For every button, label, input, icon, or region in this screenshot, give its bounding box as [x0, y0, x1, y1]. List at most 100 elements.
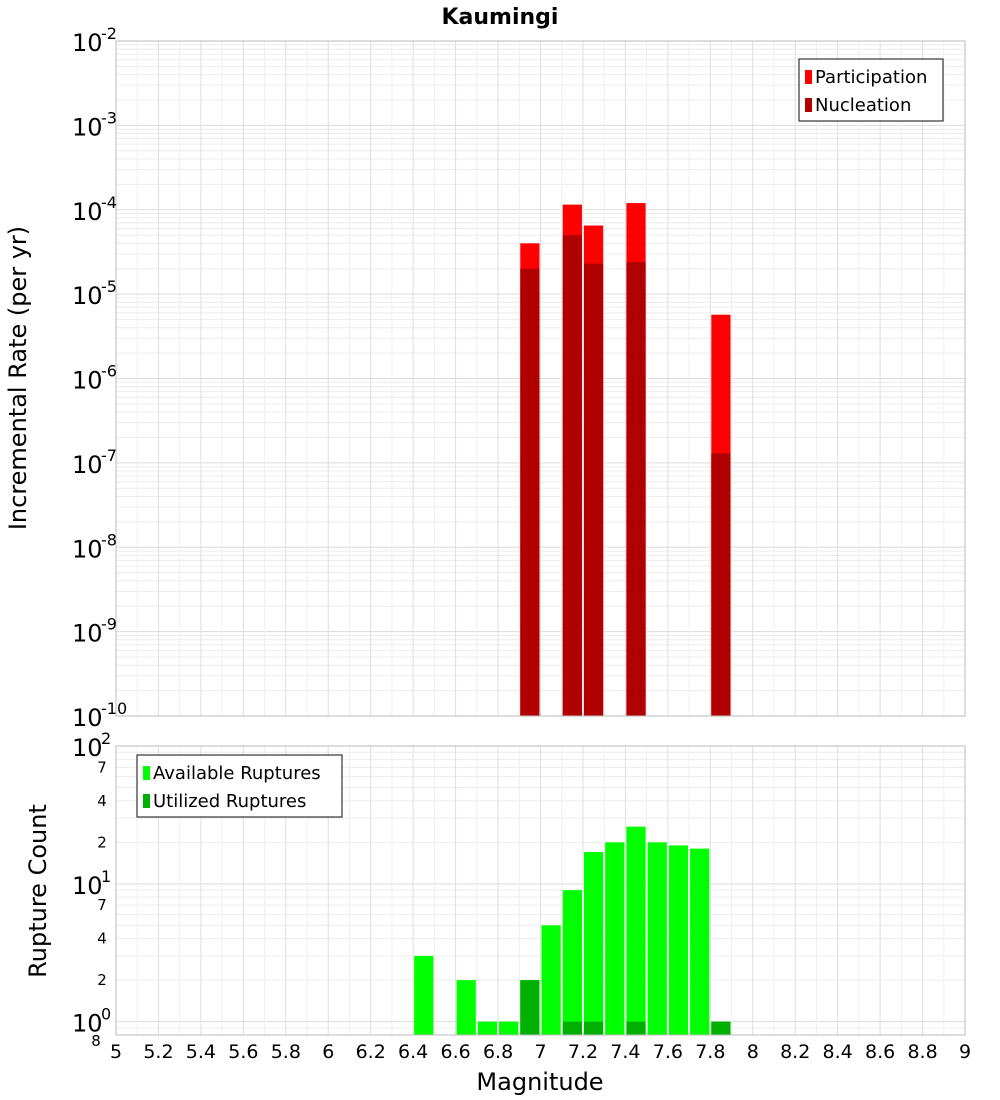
top-y-axis-label: Incremental Rate (per yr): [4, 226, 32, 530]
bar-available-ruptures: [668, 845, 689, 1035]
x-tick-label: 5.6: [228, 1041, 258, 1063]
bar-nucleation: [711, 453, 731, 716]
top-legend: Participation Nucleation: [798, 58, 944, 122]
bar-available-ruptures: [626, 826, 646, 1035]
top-plot-frame: [115, 40, 966, 717]
bar-available-ruptures: [456, 980, 476, 1035]
x-tick-label: 6: [322, 1041, 334, 1063]
top-y-tick-labels: 10-210-310-410-510-610-710-810-910-10: [72, 24, 127, 732]
bar-available-ruptures: [690, 848, 710, 1035]
y-tick-exponent: -7: [101, 446, 117, 465]
y-tick-label: 10: [72, 872, 103, 900]
legend-label-available-ruptures: Available Ruptures: [153, 763, 321, 784]
bottom-legend: Available Ruptures Utilized Ruptures: [136, 754, 343, 818]
x-tick-label: 8.4: [823, 1041, 853, 1063]
bar-available-ruptures: [605, 842, 625, 1035]
chart-title: Kaumingi: [442, 5, 559, 30]
x-tick-label: 7.4: [610, 1041, 640, 1063]
x-tick-label: 8.8: [907, 1041, 937, 1063]
legend-label-participation: Participation: [815, 67, 927, 88]
legend-swatch-participation: [805, 70, 812, 84]
x-tick-label: 5.8: [271, 1041, 301, 1063]
y-tick-exponent: -10: [101, 699, 127, 718]
top-bars: [520, 203, 731, 717]
x-tick-label: 7: [534, 1041, 546, 1063]
bottom-y-axis-label: Rupture Count: [24, 804, 52, 978]
x-tick-label: 7.8: [695, 1041, 725, 1063]
x-tick-label: 6.4: [398, 1041, 428, 1063]
x-tick-label: 6.8: [483, 1041, 513, 1063]
x-tick-label: 8: [747, 1041, 759, 1063]
top-grid: [115, 41, 966, 717]
legend-swatch-nucleation: [805, 98, 812, 112]
bar-available-ruptures: [541, 925, 561, 1035]
x-tick-label: 5: [110, 1041, 122, 1063]
y-tick-label: 10: [72, 367, 103, 395]
y-tick-label: 10: [72, 535, 103, 563]
y-minor-tick-label: 2: [97, 971, 107, 989]
bottom-bars: [414, 826, 731, 1035]
legend-box: [136, 754, 343, 818]
y-tick-exponent: 0: [101, 1005, 111, 1024]
bar-available-ruptures: [414, 955, 434, 1035]
y-tick-label: 10: [72, 29, 103, 57]
y-tick-exponent: -4: [101, 193, 117, 212]
bar-utilized-ruptures: [583, 1021, 604, 1035]
y-tick-exponent: -8: [101, 530, 117, 549]
y-minor-tick-label: 7: [97, 896, 107, 914]
y-tick-label: 10: [72, 282, 103, 310]
x-tick-label: 5.4: [186, 1041, 216, 1063]
bar-nucleation: [583, 263, 604, 716]
y-minor-tick-label: 7: [97, 758, 107, 776]
bar-available-ruptures: [562, 890, 582, 1035]
bottom-plot-frame: [115, 745, 966, 1036]
x-tick-label: 6.2: [356, 1041, 386, 1063]
y-tick-label: 10: [72, 620, 103, 648]
bar-utilized-ruptures: [626, 1021, 646, 1035]
x-tick-label: 7.2: [568, 1041, 598, 1063]
y-tick-label: 10: [72, 704, 103, 732]
bar-available-ruptures: [583, 852, 604, 1035]
x-axis-label: Magnitude: [476, 1068, 603, 1096]
y-tick-exponent: -6: [101, 362, 117, 381]
y-tick-label: 10: [72, 113, 103, 141]
bar-utilized-ruptures: [520, 980, 540, 1035]
x-tick-labels: 5 5.2 5.4 5.6 5.8 6 6.2 6.4 6.6 6.8 7 7.2 7.4 7.6 7.8 8…: [110, 1041, 971, 1063]
x-tick-label: 9: [959, 1041, 971, 1063]
legend-swatch-utilized-ruptures: [143, 794, 150, 808]
legend-swatch-available-ruptures: [143, 766, 150, 780]
y-tick-label: 10: [72, 451, 103, 479]
x-tick-label: 7.6: [653, 1041, 683, 1063]
x-tick-label: 8.6: [865, 1041, 895, 1063]
bar-utilized-ruptures: [562, 1021, 582, 1035]
y-tick-exponent: -2: [101, 24, 117, 43]
bar-available-ruptures: [499, 1021, 519, 1035]
legend-label-utilized-ruptures: Utilized Ruptures: [153, 791, 306, 812]
x-tick-label: 6.6: [440, 1041, 470, 1063]
y-tick-exponent: 1: [101, 867, 111, 886]
y-tick-label: 10: [72, 1010, 103, 1038]
y-minor-tick-label: 4: [97, 930, 107, 948]
y-tick-exponent: 2: [101, 729, 111, 748]
legend-label-nucleation: Nucleation: [815, 95, 911, 116]
legend-box: [798, 58, 944, 122]
y-tick-exponent: -9: [101, 615, 117, 634]
y-minor-tick-label: 2: [97, 833, 107, 851]
bar-utilized-ruptures: [711, 1021, 731, 1035]
bar-nucleation: [626, 262, 646, 716]
y-tick-exponent: -5: [101, 277, 117, 296]
top-plot-panel: 10-210-310-410-510-610-710-810-910-10 In…: [4, 24, 966, 732]
bar-available-ruptures: [647, 842, 667, 1035]
bar-nucleation: [520, 268, 540, 716]
y-minor-tick-label: 4: [97, 792, 107, 810]
x-tick-label: 5.2: [143, 1041, 173, 1063]
bar-nucleation: [562, 235, 582, 716]
y-minor-tick-label: 8: [91, 1032, 101, 1050]
x-tick-label: 8.2: [780, 1041, 810, 1063]
y-tick-label: 10: [72, 198, 103, 226]
bar-available-ruptures: [477, 1021, 498, 1035]
y-tick-label: 10: [72, 734, 103, 762]
